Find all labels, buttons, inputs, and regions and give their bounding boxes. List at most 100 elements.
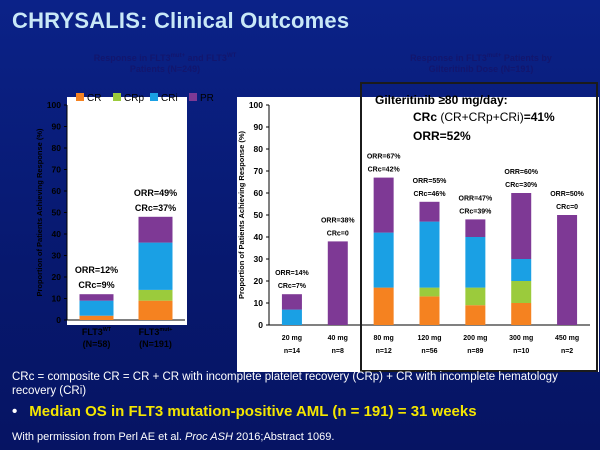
chart2-orr-label: ORR=50% [550,191,584,198]
chart1-bar-crp [138,289,173,301]
chart1-tick-label: 100 [47,100,61,110]
chart1-bar-cr [138,300,173,320]
chart2-crc-label: CRc=7% [278,283,307,290]
chart2-bar-cri [419,221,440,288]
chart2-bar-cri [465,237,486,288]
chart1-orr-label: ORR=12% [75,265,118,275]
highlight-line1: Gilteritinib ≥80 mg/day: [375,93,508,107]
chart2-tick-label: 0 [258,320,263,330]
chart2-crc-label: CRc=30% [505,182,538,189]
caption: CRc = composite CR = CR + CR with incomp… [12,371,558,397]
chart2-tick-label: 40 [254,232,264,242]
chart2-bar-pr [511,193,532,259]
chart2-category-label: 300 mg [509,335,533,342]
chart2-bar-cr [373,287,394,325]
legend-swatch-crp [113,93,121,101]
chart1-title-main: Response in FLT3 [93,53,171,63]
chart2-tick-label: 80 [254,144,264,154]
chart1-bar-cri [138,242,173,290]
chart2-tick-label: 100 [249,100,263,110]
chart2-title-line2: Gilteritinib Dose (N=191) [428,64,534,74]
chart1-tick-label: 20 [52,272,62,282]
chart2-category-n: n=14 [284,348,300,355]
chart2-bar-pr [327,241,348,325]
chart2-bar-cr [511,303,532,325]
chart2-category-name: 300 mg [509,335,533,342]
highlight-crc-def: (CR+CRp+CRi) [437,110,524,124]
bullet-dot-icon: • [12,403,18,420]
chart2-tick-label: 30 [254,254,264,264]
chart2-bar-cri [511,259,532,281]
highlight-crc-line: CRc (CR+CRp+CRi)=41% [413,110,555,124]
chart1-tick-label: 60 [52,186,62,196]
chart2-tick-label: 90 [254,122,264,132]
chart2-tick-label: 60 [254,188,264,198]
credit: With permission from Perl AE et al. Proc… [12,431,334,443]
chart2-bar-pr [373,177,394,233]
chart2-bar-cr [465,305,486,325]
legend-swatch-pr [189,93,197,101]
chart1-tick-label: 90 [52,122,62,132]
legend-label-cri: CRi [161,93,178,104]
highlight-orr: ORR=52% [413,129,471,143]
chart2-bar-crp [465,287,486,306]
credit-pre: With permission from Perl AE et al. [12,431,185,443]
chart1-category-n: (N=58) [83,339,111,349]
chart2-bar-crp [511,281,532,303]
chart2-bar-pr [419,201,440,222]
bullet-text: Median OS in FLT3 mutation-positive AML … [29,403,477,420]
chart2-category-n: n=56 [421,348,437,355]
chart1-bar-pr [79,294,114,301]
chart2-panel [237,97,599,372]
chart2-category-name: 120 mg [417,335,441,342]
chart2-orr-label: ORR=55% [413,178,447,185]
chart1-category-name: FLT3 [82,327,103,337]
chart1-tick-label: 50 [52,208,62,218]
chart1-tick-label: 10 [52,294,62,304]
chart1-tick-label: 0 [56,315,61,325]
chart2-bar-pr [465,219,486,237]
chart2-category-n: n=10 [513,348,529,355]
chart2-title: Response in FLT3mut+ Patients by Gilteri… [376,51,586,75]
highlight-crc-value: =41% [523,110,555,124]
chart1-category-n: (N=191) [139,339,172,349]
chart1-ylabel: Proportion of Patients Achieving Respons… [35,128,44,297]
chart2-category-label: 120 mg [417,335,441,342]
chart2-ylabel: Proportion of Patients Achieving Respons… [237,130,246,299]
chart2-category-label: 20 mg [282,335,302,342]
chart1-category-sup: WT [103,327,112,333]
chart2-tick-label: 10 [254,298,264,308]
chart2-category-n: n=8 [332,348,344,355]
chart2-bar-pr [281,294,302,310]
highlight-crc-label: CRc [413,110,438,124]
chart2-tick-label: 20 [254,276,264,286]
legend-swatch-cr [76,93,84,101]
chart1-bar-pr [138,216,173,243]
credit-journal: Proc ASH [185,431,233,443]
chart2-crc-label: CRc=46% [413,191,446,198]
chart2-category-name: 20 mg [282,335,302,342]
chart1-tick-label: 70 [52,165,62,175]
chart2-title-main: Response in FLT3 [410,53,487,63]
chart2-crc-label: CRc=0 [556,204,578,211]
legend-label-cr: CR [87,93,101,104]
chart1-tick-label: 40 [52,229,62,239]
chart1-crc-label: CRc=37% [135,203,176,213]
chart1-title-sup1: mut+ [170,53,186,59]
chart1-title-sup2: WT [226,53,237,59]
chart2-orr-label: ORR=14% [275,270,309,277]
chart2-category-n: n=12 [376,348,392,355]
chart2-tick-label: 70 [254,166,264,176]
chart2-category-n: n=2 [561,348,573,355]
chart1-category-label: FLT3WT [82,327,112,337]
chart2-tick-label: 50 [254,210,264,220]
chart1-title: Response in FLT3mut+ and FLT3WT Patients… [60,51,270,75]
chart2-category-label: 40 mg [328,335,348,342]
chart2-category-name: 200 mg [463,335,487,342]
chart1-crc-label: CRc=9% [78,280,114,290]
chart2-bar-cri [373,232,394,288]
chart1-title-line2: Patients (N=249) [129,64,201,74]
chart1-category-sup: mut+ [159,327,172,333]
chart2-bar-pr [557,215,578,325]
